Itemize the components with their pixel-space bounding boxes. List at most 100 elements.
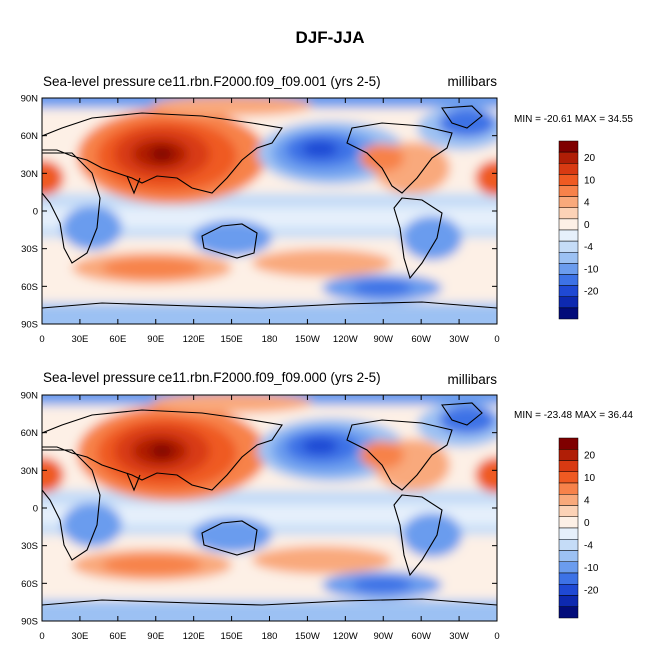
panel-1-lat-axis: 90N 60N 30N 0 30S 60S 90S — [21, 94, 497, 331]
colorbar-swatch — [558, 240, 579, 253]
colorbar-swatch — [558, 185, 579, 197]
colorbar-swatch — [558, 218, 579, 231]
colorbar-swatch — [558, 307, 579, 320]
panel-2-colorbar: 20 10 4 0 -4 -10 -20 — [558, 437, 599, 619]
lon-tick-label: 60E — [109, 631, 126, 642]
colorbar-swatch — [558, 437, 579, 450]
lon-tick-label: 120E — [183, 334, 205, 345]
lon-tick-label: 0 — [39, 631, 44, 642]
lon-tick-label: 60W — [411, 631, 431, 642]
lon-tick-label: 0 — [494, 334, 499, 345]
lat-tick-label: 60N — [21, 428, 39, 439]
lat-tick-label: 90N — [21, 391, 39, 402]
colorbar-swatch — [558, 174, 579, 186]
colorbar-label: -4 — [584, 242, 593, 253]
lat-tick-label: 90S — [21, 617, 38, 628]
colorbar-swatch — [558, 140, 579, 153]
panel-1-units: millibars — [447, 74, 497, 89]
colorbar-label: 4 — [584, 495, 590, 506]
colorbar-label: -20 — [584, 585, 599, 596]
lat-tick-label: 0 — [33, 504, 38, 515]
lon-tick-label: 150E — [220, 334, 242, 345]
lon-tick-label: 120E — [183, 631, 205, 642]
lon-tick-label: 90E — [147, 334, 164, 345]
lat-tick-label: 90N — [21, 94, 39, 105]
panel-2: Sea-level pressure ce11.rbn.F2000.f09_f0… — [21, 370, 634, 642]
colorbar-swatch — [558, 196, 579, 208]
colorbar-swatch — [558, 482, 579, 495]
colorbar-swatch — [558, 229, 579, 242]
lon-tick-label: 30E — [71, 334, 88, 345]
colorbar-label: -10 — [584, 563, 599, 574]
colorbar-swatch — [558, 449, 579, 461]
panel-2-map — [42, 395, 497, 621]
colorbar-swatch — [558, 263, 579, 275]
colorbar-swatch — [558, 494, 579, 506]
lon-tick-label: 90W — [373, 631, 393, 642]
colorbar-swatch — [558, 285, 579, 297]
panel-1: Sea-level pressure ce11.rbn.F2000.f09_f0… — [21, 74, 634, 345]
lon-tick-label: 60E — [109, 334, 126, 345]
panel-2-variable: Sea-level pressure — [43, 370, 156, 385]
panel-2-lon-axis: 0 30E 60E 90E 120E 150E 180 150W 120W 90W 60W 30W 0 — [39, 395, 500, 642]
colorbar-swatch — [558, 527, 579, 540]
colorbar-swatch — [558, 584, 579, 596]
colorbar-swatch — [558, 595, 579, 607]
colorbar-swatch — [558, 252, 579, 264]
panel-1-case: ce11.rbn.F2000.f09_f09.001 (yrs 2-5) — [158, 74, 381, 89]
colorbar-swatch — [558, 572, 579, 585]
lon-tick-label: 120W — [333, 631, 358, 642]
panel-1-lon-axis: 0 30E 60E 90E 120E 150E 180 150W 120W 90W 60W 30W 0 — [39, 98, 500, 345]
colorbar-swatch — [558, 151, 579, 164]
colorbar-label: 4 — [584, 198, 590, 209]
colorbar-label: 0 — [584, 220, 590, 231]
colorbar-swatch — [558, 163, 579, 175]
lon-tick-label: 120W — [333, 334, 358, 345]
lat-tick-label: 30S — [21, 541, 38, 552]
lat-tick-label: 30N — [21, 466, 39, 477]
panel-1-variable: Sea-level pressure — [43, 74, 156, 89]
lon-tick-label: 30E — [71, 631, 88, 642]
colorbar-swatch — [558, 539, 579, 551]
colorbar-swatch — [558, 516, 579, 529]
colorbar-label: -10 — [584, 264, 599, 275]
colorbar-label: -20 — [584, 287, 599, 298]
lon-tick-label: 150W — [295, 334, 320, 345]
lat-tick-label: 0 — [33, 207, 38, 218]
panel-2-case: ce11.rbn.F2000.f09_f09.000 (yrs 2-5) — [158, 370, 381, 385]
colorbar-label: 10 — [584, 175, 596, 186]
lat-tick-label: 90S — [21, 320, 38, 331]
colorbar-swatch — [558, 460, 579, 472]
colorbar-swatch — [558, 606, 579, 619]
lat-tick-label: 30N — [21, 169, 39, 180]
lon-tick-label: 150W — [295, 631, 320, 642]
lat-tick-label: 30S — [21, 244, 38, 255]
lon-tick-label: 180 — [262, 334, 278, 345]
panel-1-stats: MIN = -20.61 MAX = 34.55 — [514, 114, 633, 125]
colorbar-swatch — [558, 296, 579, 309]
lon-tick-label: 90W — [373, 334, 393, 345]
lon-tick-label: 0 — [39, 334, 44, 345]
panel-2-lat-axis: 90N 60N 30N 0 30S 60S 90S — [21, 391, 497, 628]
colorbar-swatch — [558, 561, 579, 574]
colorbar-label: 20 — [584, 450, 596, 461]
colorbar-label: 20 — [584, 153, 596, 164]
page-title: DJF-JJA — [296, 28, 365, 47]
colorbar-swatch — [558, 505, 579, 517]
lon-tick-label: 180 — [262, 631, 278, 642]
colorbar-swatch — [558, 274, 579, 286]
colorbar-swatch — [558, 207, 579, 220]
panel-1-map — [42, 98, 497, 324]
lon-tick-label: 30W — [449, 631, 469, 642]
colorbar-label: -4 — [584, 540, 593, 551]
lon-tick-label: 60W — [411, 334, 431, 345]
panel-2-units: millibars — [447, 372, 497, 387]
lon-tick-label: 150E — [220, 631, 242, 642]
colorbar-label: 0 — [584, 518, 590, 529]
lon-tick-label: 30W — [449, 334, 469, 345]
lat-tick-label: 60S — [21, 282, 38, 293]
lat-tick-label: 60S — [21, 579, 38, 590]
colorbar-label: 10 — [584, 473, 596, 484]
colorbar-swatch — [558, 550, 579, 562]
lon-tick-label: 90E — [147, 631, 164, 642]
